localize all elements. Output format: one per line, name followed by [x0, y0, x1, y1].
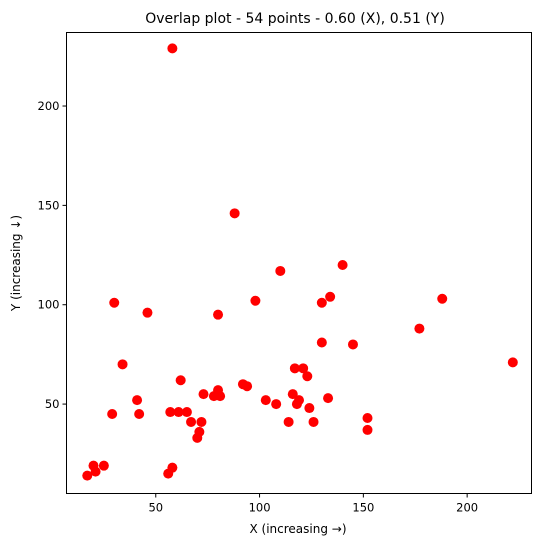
x-axis-label: X (increasing →) [249, 522, 346, 536]
scatter-point [198, 389, 209, 400]
y-axis: 50 100 150 200 [38, 99, 67, 411]
scatter-point [142, 307, 153, 318]
scatter-point [294, 395, 304, 406]
scatter-point [316, 337, 327, 348]
scatter-point [250, 295, 261, 306]
scatter-point [271, 399, 282, 410]
scatter-point [275, 265, 286, 276]
scatter-point [289, 363, 300, 374]
y-tick-label: 200 [38, 99, 60, 113]
scatter-point [90, 466, 101, 477]
scatter-point [107, 409, 118, 420]
scatter-point [323, 393, 334, 404]
scatter-point [507, 357, 518, 368]
scatter-point [181, 407, 192, 418]
y-tick-label: 50 [45, 397, 60, 411]
scatter-point [325, 291, 336, 302]
scatter-point [175, 375, 186, 386]
scatter-point [242, 381, 253, 392]
scatter-point [165, 407, 176, 418]
x-tick-label: 100 [249, 501, 271, 515]
scatter-point [194, 426, 205, 437]
x-tick-label: 50 [148, 501, 163, 515]
x-tick-label: 150 [352, 501, 374, 515]
scatter-point [98, 460, 109, 471]
scatter-point [337, 259, 348, 270]
y-tick-label: 100 [38, 298, 60, 312]
scatter-point [308, 416, 319, 427]
scatter-point [283, 416, 294, 427]
scatter-point [196, 416, 207, 427]
scatter-point [302, 371, 313, 382]
scatter-point [117, 359, 128, 370]
plot-frame [66, 32, 532, 494]
y-axis-label: Y (increasing ↓) [9, 215, 23, 312]
scatter-point [298, 363, 309, 374]
x-tick-label: 200 [456, 501, 478, 515]
chart-title: Overlap plot - 54 points - 0.60 (X), 0.5… [145, 11, 445, 27]
scatter-point [304, 403, 315, 414]
scatter-point [167, 43, 178, 54]
y-tick-label: 150 [38, 198, 60, 212]
x-axis: 50 100 150 200 [148, 493, 478, 515]
scatter-point [437, 293, 448, 304]
scatter-point [134, 409, 145, 420]
scatter-point [260, 395, 271, 406]
scatter-point [316, 297, 327, 308]
scatter-point [109, 297, 120, 308]
scatter-point [414, 323, 425, 334]
scatter-point [347, 339, 358, 350]
scatter-point [132, 395, 143, 406]
scatter-point [362, 424, 373, 435]
scatter-point [82, 470, 93, 481]
scatter-point [186, 416, 197, 427]
scatter-point [167, 462, 178, 473]
scatter-point [362, 412, 373, 423]
scatter-point [229, 208, 240, 219]
scatter-point [213, 309, 224, 320]
data-points [82, 43, 518, 481]
scatter-point [173, 407, 184, 418]
scatter-point [287, 389, 298, 400]
scatter-point [215, 391, 226, 402]
